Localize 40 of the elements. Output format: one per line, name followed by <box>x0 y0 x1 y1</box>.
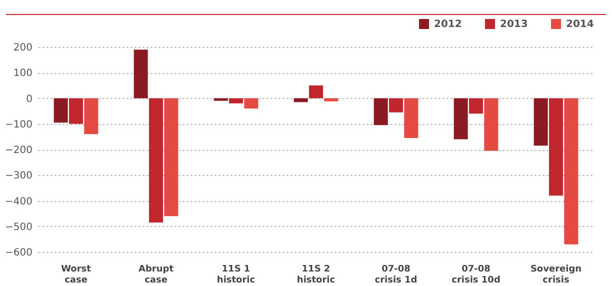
bar <box>69 98 83 124</box>
y-tick-label: −300 <box>5 170 32 182</box>
bar <box>54 98 68 123</box>
bar <box>214 98 228 101</box>
bar <box>229 98 243 104</box>
bar <box>404 98 418 138</box>
legend-label: 2012 <box>434 19 462 30</box>
y-tick-label: −200 <box>5 145 32 156</box>
y-tick-label: 0 <box>26 94 32 105</box>
x-tick-label: Abrupt case <box>138 264 174 286</box>
bar <box>549 98 563 196</box>
x-tick-label: Sovereign crisis <box>530 264 582 286</box>
bar <box>309 85 323 98</box>
bar <box>469 98 483 114</box>
bar <box>389 98 403 112</box>
bar <box>374 98 388 126</box>
y-tick-label: −600 <box>5 248 32 258</box>
legend-label: 2014 <box>566 19 594 30</box>
x-tick-label: 11S 1 historic <box>216 264 256 286</box>
legend-label: 2013 <box>500 19 528 30</box>
bar <box>244 98 258 108</box>
x-tick-label: 07-08 crisis 1d <box>374 264 418 286</box>
y-tick-label: −100 <box>5 119 32 130</box>
bar <box>84 98 98 134</box>
x-tick-label: Worst case <box>61 264 92 286</box>
bar <box>294 98 308 102</box>
bar <box>149 98 163 223</box>
x-tick-label: 07-08 crisis 10d <box>452 264 500 286</box>
y-tick-label: −400 <box>5 196 32 208</box>
bar <box>534 98 548 146</box>
x-tick-label: 11S 2 historic <box>296 264 336 286</box>
bar <box>564 98 578 244</box>
y-tick-label: −500 <box>5 222 32 233</box>
bar <box>324 98 338 102</box>
bar <box>454 98 468 140</box>
bar <box>484 98 498 151</box>
y-tick-label: 200 <box>13 42 32 54</box>
bar <box>164 98 178 216</box>
y-tick-label: 100 <box>13 68 32 80</box>
bar <box>134 50 148 98</box>
